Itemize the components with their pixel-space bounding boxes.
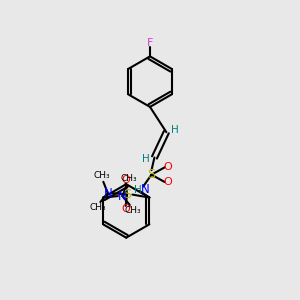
Text: N: N	[141, 183, 149, 196]
Text: S: S	[148, 168, 155, 181]
Text: H: H	[142, 154, 150, 164]
Text: O: O	[164, 177, 172, 187]
Text: S: S	[123, 188, 131, 201]
Text: O: O	[121, 204, 130, 214]
Text: H: H	[171, 125, 179, 135]
Text: N: N	[118, 190, 127, 202]
Text: O: O	[121, 175, 130, 185]
Text: CH₃: CH₃	[120, 174, 136, 183]
Text: CH₃: CH₃	[89, 203, 106, 212]
Text: CH₃: CH₃	[94, 171, 110, 180]
Text: O: O	[164, 162, 172, 172]
Text: CH₃: CH₃	[124, 206, 141, 215]
Text: F: F	[147, 38, 153, 48]
Text: H: H	[134, 185, 142, 195]
Text: N: N	[103, 187, 112, 200]
